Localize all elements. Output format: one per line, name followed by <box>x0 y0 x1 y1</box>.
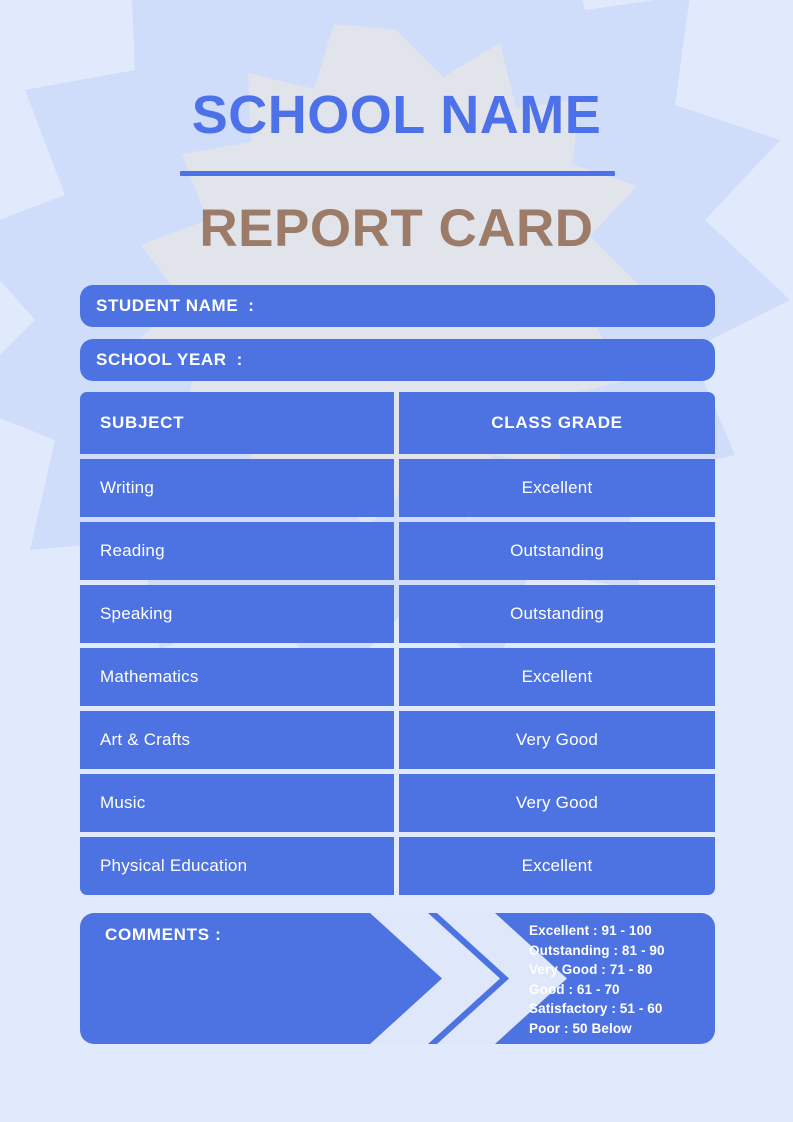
table-row: Art & Crafts Very Good <box>80 711 715 769</box>
table-row: Writing Excellent <box>80 459 715 517</box>
column-header-subject: SUBJECT <box>80 392 394 454</box>
table-row: Speaking Outstanding <box>80 585 715 643</box>
comments-label: COMMENTS : <box>105 925 222 944</box>
table-row: Music Very Good <box>80 774 715 832</box>
subject-cell: Music <box>80 774 394 832</box>
grade-cell: Very Good <box>399 711 715 769</box>
legend-item-excellent: Excellent : 91 - 100 <box>529 923 652 938</box>
legend-item-outstanding: Outstanding : 81 - 90 <box>529 942 665 958</box>
grade-cell: Outstanding <box>399 522 715 580</box>
grade-cell: Excellent <box>399 648 715 706</box>
table-header-row: SUBJECT CLASS GRADE <box>80 392 715 454</box>
subject-cell: Physical Education <box>80 837 394 895</box>
column-header-class-grade: CLASS GRADE <box>399 392 715 454</box>
subject-cell: Reading <box>80 522 394 580</box>
grade-cell: Outstanding <box>399 585 715 643</box>
legend-item-poor: Poor : 50 Below <box>529 1020 632 1036</box>
student-name-value[interactable] <box>264 298 715 315</box>
grades-table: SUBJECT CLASS GRADE Writing Excellent Re… <box>80 392 715 895</box>
legend-item-good: Good : 61 - 70 <box>529 981 620 997</box>
school-year-label: SCHOOL YEAR <box>96 350 227 369</box>
legend-item-satisfactory: Satisfactory : 51 - 60 <box>529 1001 663 1017</box>
school-year-field[interactable]: SCHOOL YEAR : <box>80 339 715 381</box>
legend-item-very-good: Very Good : 71 - 80 <box>529 962 653 978</box>
grade-cell: Excellent <box>399 837 715 895</box>
grade-cell: Excellent <box>399 459 715 517</box>
subject-cell: Speaking <box>80 585 394 643</box>
subject-cell: Mathematics <box>80 648 394 706</box>
student-name-field[interactable]: STUDENT NAME : <box>80 285 715 327</box>
table-row: Mathematics Excellent <box>80 648 715 706</box>
student-name-colon: : <box>248 296 254 315</box>
grade-cell: Very Good <box>399 774 715 832</box>
subject-cell: Writing <box>80 459 394 517</box>
page-title: REPORT CARD <box>199 199 594 258</box>
table-row: Physical Education Excellent <box>80 837 715 895</box>
school-year-value[interactable] <box>252 352 715 369</box>
table-row: Reading Outstanding <box>80 522 715 580</box>
subject-cell: Art & Crafts <box>80 711 394 769</box>
grading-legend: Excellent : 91 - 100 Outstanding : 81 - … <box>529 921 709 1039</box>
school-name-title: SCHOOL NAME <box>191 85 602 145</box>
comments-box[interactable]: COMMENTS : Excellent : 91 - 100 Outstand… <box>80 913 715 1044</box>
title-divider <box>180 171 615 176</box>
school-year-colon: : <box>236 350 243 369</box>
student-name-label: STUDENT NAME <box>96 296 239 315</box>
